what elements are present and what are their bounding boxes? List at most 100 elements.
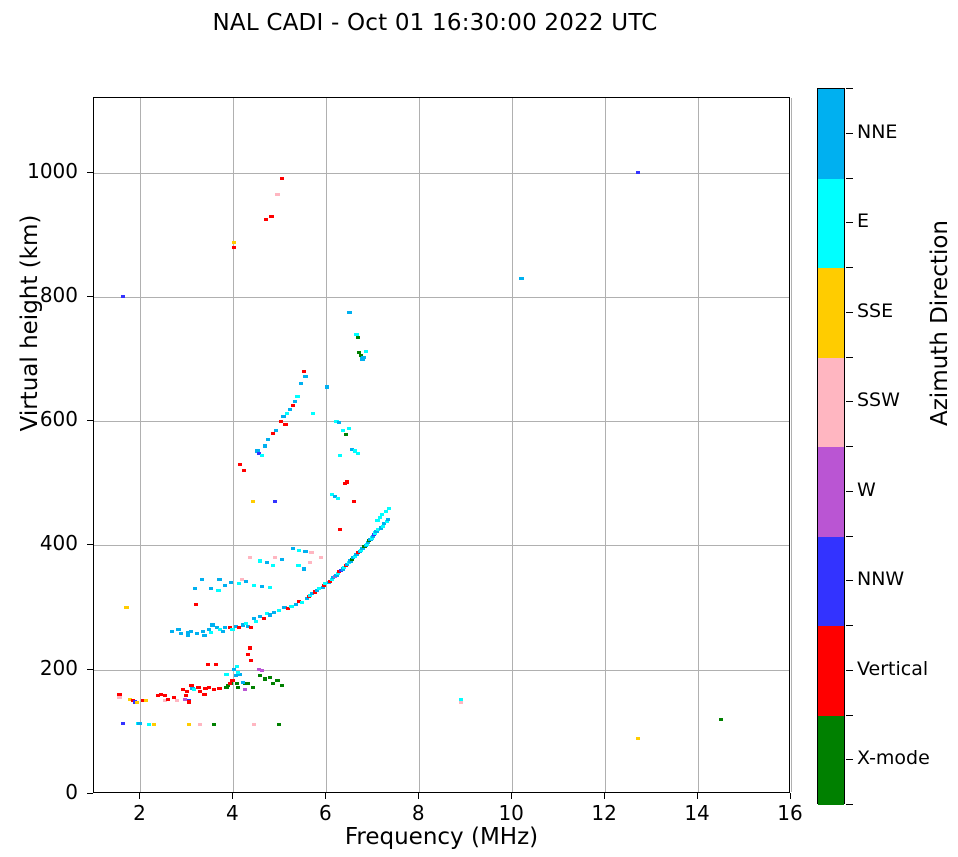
echo-point — [294, 602, 299, 606]
colorbar-label: SSW — [857, 389, 900, 412]
echo-point — [296, 563, 301, 567]
echo-point — [194, 602, 199, 606]
echo-point — [354, 332, 359, 336]
echo-point — [352, 500, 357, 504]
echo-point — [252, 617, 257, 621]
echo-point — [361, 356, 366, 360]
colorbar-tick — [846, 222, 853, 224]
echo-point — [124, 606, 129, 610]
echo-point — [156, 694, 161, 698]
echo-point — [297, 548, 302, 552]
echo-point — [363, 349, 368, 354]
echo-point — [355, 335, 360, 339]
echo-point — [227, 625, 232, 629]
colorbar-boundary-tick — [846, 535, 853, 537]
echo-point — [256, 451, 262, 455]
y-tick — [87, 420, 93, 422]
y-tick — [87, 295, 93, 297]
echo-point — [375, 519, 380, 523]
x-tick-label: 4 — [226, 801, 239, 825]
echo-point — [370, 534, 375, 538]
echo-point — [284, 412, 289, 416]
echo-point — [283, 422, 288, 426]
echo-point — [260, 669, 265, 673]
echo-point — [267, 675, 272, 679]
echo-point — [246, 681, 251, 685]
echo-point — [281, 414, 286, 418]
echo-point — [261, 617, 266, 621]
gridline-horizontal — [94, 172, 789, 174]
echo-point — [267, 613, 272, 617]
echo-point — [325, 385, 330, 389]
echo-point — [184, 689, 189, 693]
echo-point — [276, 722, 282, 726]
echo-point — [376, 528, 381, 532]
echo-point — [307, 593, 313, 597]
echo-point — [278, 419, 283, 423]
echo-point — [134, 701, 139, 705]
echo-point — [273, 500, 278, 504]
x-axis-title: Frequency (MHz) — [344, 824, 539, 850]
y-tick-label: 600 — [39, 407, 78, 432]
echo-point — [248, 625, 254, 629]
echo-point — [386, 506, 392, 510]
echo-point — [275, 679, 280, 683]
echo-point — [312, 590, 317, 594]
echo-point — [280, 683, 285, 687]
echo-point — [384, 520, 389, 524]
echo-point — [225, 683, 230, 687]
echo-point — [240, 680, 245, 684]
echo-point — [241, 469, 246, 473]
echo-point — [197, 722, 203, 726]
x-tick — [790, 793, 791, 799]
echo-point — [274, 428, 279, 432]
echo-point — [253, 619, 258, 623]
echo-point — [295, 394, 300, 398]
echo-point — [327, 579, 333, 583]
echo-point — [247, 646, 252, 650]
echo-point — [185, 633, 190, 638]
echo-point — [353, 555, 358, 559]
echo-point — [244, 621, 249, 625]
echo-point — [202, 693, 207, 697]
x-tick-label: 2 — [133, 801, 146, 825]
echo-point — [235, 681, 240, 685]
colorbar-title: Azimuth Direction — [927, 220, 953, 426]
gridline-vertical — [233, 98, 235, 792]
echo-point — [267, 586, 272, 590]
colorbar-segment — [818, 268, 844, 358]
x-tick — [139, 793, 141, 799]
echo-point — [359, 548, 364, 552]
data-points-layer — [94, 98, 789, 792]
echo-point — [236, 625, 242, 629]
echo-point — [340, 428, 345, 432]
x-tick-label: 8 — [411, 801, 425, 825]
echo-point — [290, 546, 295, 551]
echo-point — [230, 627, 235, 631]
echo-point — [252, 722, 257, 726]
echo-point — [311, 412, 316, 416]
echo-point — [185, 630, 190, 634]
echo-point — [233, 674, 238, 678]
echo-point — [162, 694, 167, 698]
colorbar-boundary-tick — [846, 714, 853, 716]
y-tick-label: 1000 — [27, 158, 78, 183]
echo-point — [320, 586, 325, 590]
echo-point — [276, 609, 282, 613]
echo-point — [262, 444, 268, 448]
echo-point — [365, 542, 370, 546]
echo-point — [242, 681, 248, 685]
echo-point — [235, 671, 241, 675]
echo-point — [458, 700, 464, 704]
echo-point — [196, 685, 201, 689]
echo-point — [635, 736, 640, 740]
echo-point — [303, 374, 308, 378]
x-tick-label: 6 — [318, 801, 332, 825]
echo-point — [252, 583, 257, 587]
echo-point — [359, 354, 364, 358]
echo-point — [235, 665, 240, 669]
echo-point — [335, 571, 341, 575]
x-tick — [604, 793, 606, 799]
echo-point — [232, 668, 237, 672]
echo-point — [349, 447, 354, 451]
